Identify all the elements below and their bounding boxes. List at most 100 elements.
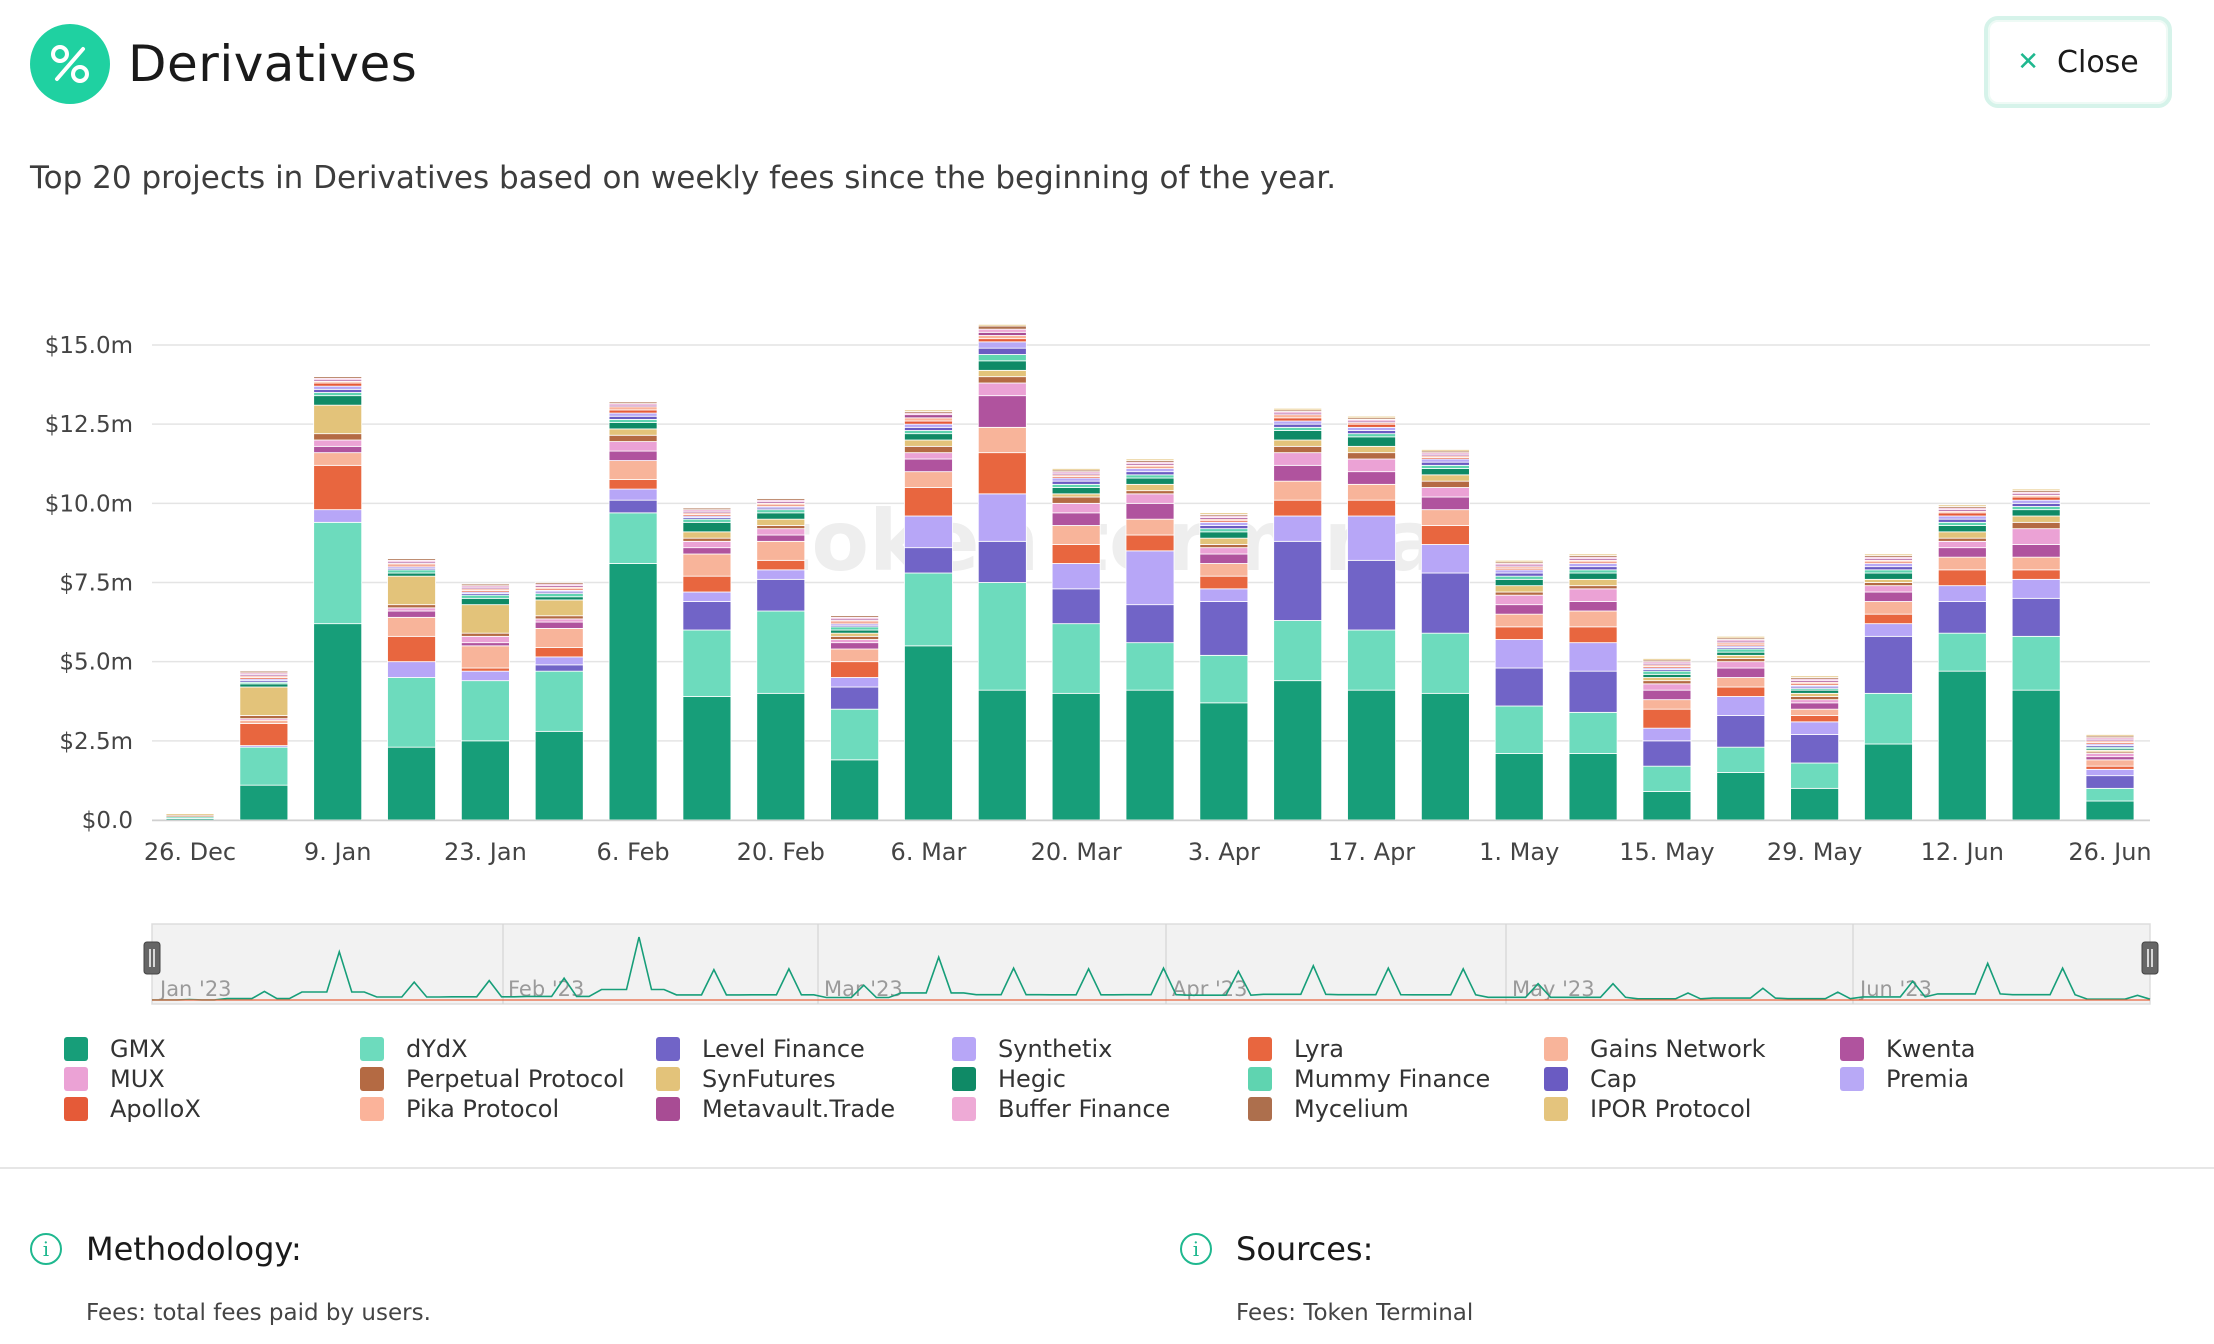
bar-segment[interactable] [904, 445, 953, 454]
bar-segment[interactable] [1716, 686, 1766, 697]
bar-segment[interactable] [1347, 433, 1396, 438]
bar-segment[interactable] [1420, 632, 1470, 694]
bar-segment[interactable] [1125, 689, 1175, 821]
bar-segment[interactable] [1273, 426, 1323, 431]
bar-segment[interactable] [1568, 670, 1618, 713]
bar-segment[interactable] [387, 610, 436, 618]
legend-item[interactable]: Metavault.Trade [656, 1094, 895, 1124]
bar-segment[interactable] [534, 582, 584, 585]
bar-segment[interactable] [313, 509, 363, 523]
bar-segment[interactable] [313, 385, 363, 390]
bar-segment[interactable] [1716, 651, 1766, 656]
bar-segment[interactable] [1642, 673, 1692, 678]
bar-segment[interactable] [682, 507, 732, 511]
bar-segment[interactable] [1347, 426, 1396, 431]
bar-segment[interactable] [1716, 677, 1766, 688]
bar-segment[interactable] [239, 723, 289, 746]
bar-segment[interactable] [1347, 452, 1396, 460]
bar-segment[interactable] [1937, 531, 1987, 539]
bar-segment[interactable] [977, 395, 1027, 428]
bar-segment[interactable] [1199, 521, 1249, 526]
bar-segment[interactable] [1864, 635, 1913, 694]
bar-segment[interactable] [2011, 556, 2061, 571]
bar-stack[interactable] [1568, 553, 1618, 821]
bar-segment[interactable] [1125, 604, 1175, 644]
bar-segment[interactable] [2011, 515, 2061, 523]
bar-segment[interactable] [534, 656, 584, 666]
bar-segment[interactable] [1494, 594, 1544, 606]
bar-segment[interactable] [1494, 559, 1544, 563]
bar-segment[interactable] [1864, 613, 1913, 625]
bar-segment[interactable] [1199, 531, 1249, 539]
bar-segment[interactable] [1125, 468, 1175, 473]
bar-segment[interactable] [1568, 585, 1618, 590]
bar-segment[interactable] [977, 347, 1027, 355]
bar-segment[interactable] [2085, 800, 2135, 821]
bar-segment[interactable] [1494, 667, 1544, 707]
bar-segment[interactable] [1716, 635, 1766, 639]
bar-segment[interactable] [2011, 597, 2061, 637]
bar-segment[interactable] [1568, 572, 1618, 580]
legend-item[interactable]: Buffer Finance [952, 1094, 1170, 1124]
bar-segment[interactable] [1568, 642, 1618, 672]
bar-segment[interactable] [830, 661, 880, 678]
bar-segment[interactable] [1420, 572, 1470, 634]
bar-stack[interactable] [1937, 504, 1987, 821]
bar-segment[interactable] [1642, 727, 1692, 742]
bar-segment[interactable] [1568, 601, 1618, 612]
bar-segment[interactable] [608, 488, 658, 501]
bar-segment[interactable] [1420, 525, 1470, 545]
bar-segment[interactable] [1199, 654, 1249, 704]
bar-segment[interactable] [1273, 420, 1323, 425]
bar-segment[interactable] [2085, 753, 2135, 758]
bar-segment[interactable] [534, 647, 584, 658]
bar-segment[interactable] [1494, 569, 1544, 574]
bar-segment[interactable] [1864, 623, 1913, 637]
bar-segment[interactable] [1937, 632, 1987, 672]
bar-segment[interactable] [608, 422, 658, 430]
bar-segment[interactable] [756, 498, 806, 501]
bar-segment[interactable] [1125, 534, 1175, 552]
bar-segment[interactable] [1125, 490, 1175, 495]
bar-segment[interactable] [904, 417, 953, 422]
bar-segment[interactable] [534, 618, 584, 623]
bar-stack[interactable] [830, 615, 880, 821]
bar-segment[interactable] [1051, 512, 1101, 526]
bar-segment[interactable] [313, 395, 363, 406]
bar-segment[interactable] [1273, 499, 1323, 517]
bar-segment[interactable] [2011, 521, 2061, 530]
bar-segment[interactable] [756, 509, 806, 514]
bar-segment[interactable] [977, 335, 1027, 340]
bar-segment[interactable] [1642, 740, 1692, 767]
bar-segment[interactable] [608, 512, 658, 564]
bar-segment[interactable] [608, 406, 658, 411]
bar-segment[interactable] [2011, 689, 2061, 821]
bar-segment[interactable] [2011, 506, 2061, 511]
bar-stack[interactable] [1347, 415, 1396, 821]
bar-segment[interactable] [1790, 689, 1840, 694]
bar-segment[interactable] [977, 689, 1027, 821]
bar-segment[interactable] [1568, 588, 1618, 602]
bar-segment[interactable] [977, 369, 1027, 378]
bar-segment[interactable] [460, 670, 510, 682]
bar-segment[interactable] [1051, 483, 1101, 488]
range-navigator[interactable]: Jan '23 Feb '23 Mar '23 Apr '23 May '23 Jun '… [0, 918, 2214, 1018]
bar-segment[interactable] [1937, 512, 1987, 517]
bar-segment[interactable] [1790, 702, 1840, 710]
bar-segment[interactable] [904, 426, 953, 431]
bar-segment[interactable] [313, 439, 363, 447]
bar-segment[interactable] [830, 615, 880, 618]
bar-segment[interactable] [682, 601, 732, 631]
bar-segment[interactable] [977, 493, 1027, 542]
bar-segment[interactable] [830, 626, 880, 631]
bar-segment[interactable] [313, 404, 363, 435]
bar-stack[interactable] [387, 558, 436, 821]
bar-stack[interactable] [1716, 635, 1766, 821]
bar-segment[interactable] [1420, 474, 1470, 482]
bar-segment[interactable] [977, 338, 1027, 343]
bar-segment[interactable] [460, 645, 510, 669]
bar-segment[interactable] [1790, 734, 1840, 764]
bar-segment[interactable] [1273, 445, 1323, 454]
bar-segment[interactable] [682, 537, 732, 542]
bar-segment[interactable] [239, 719, 289, 724]
